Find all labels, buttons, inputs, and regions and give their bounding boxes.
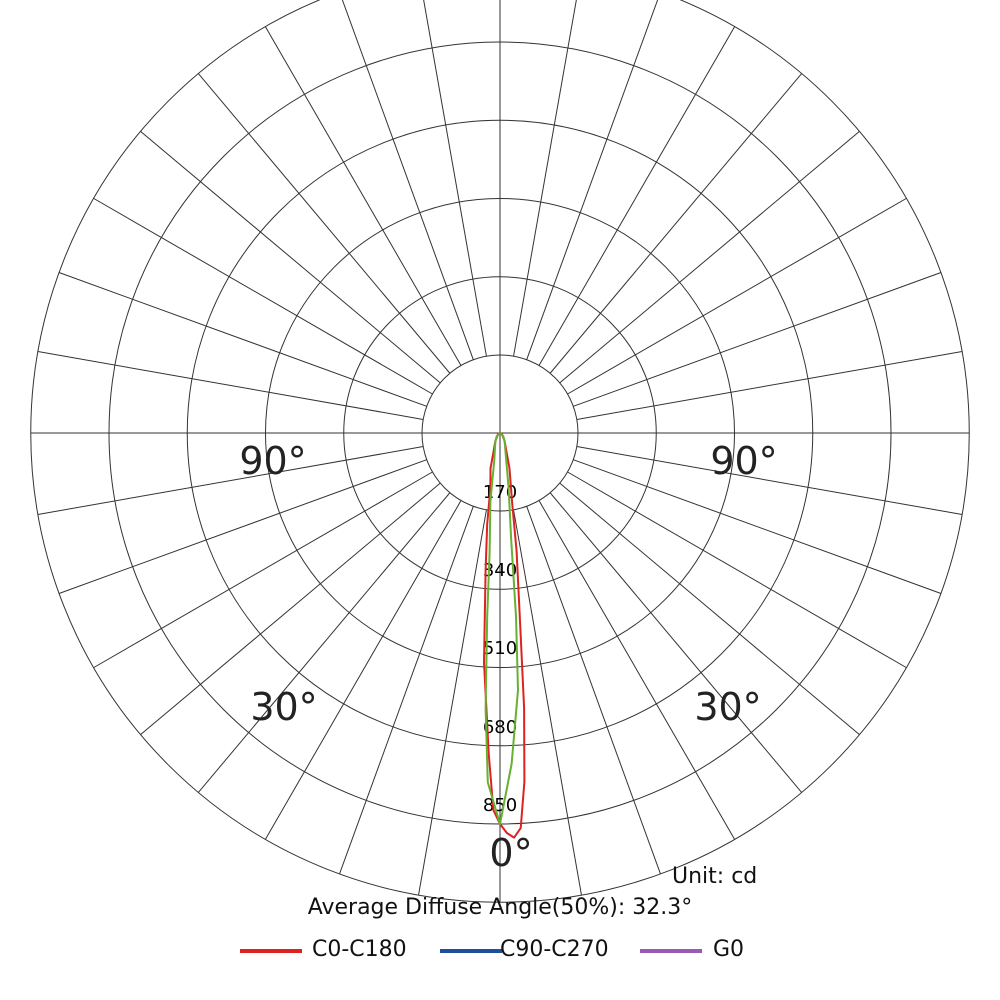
grid-spoke-340 (339, 506, 474, 875)
grid-spoke-140 (549, 73, 803, 374)
grid-spoke-130 (559, 130, 860, 384)
grid-spoke-220 (197, 73, 451, 374)
grid-spoke-160 (526, 0, 659, 360)
grid-spoke-40 (549, 492, 803, 793)
grid-spoke-110 (573, 272, 942, 407)
unit-label: Unit: cd (672, 864, 758, 889)
grid-spoke-100 (576, 351, 963, 420)
angle-label-90-right: 90° (710, 439, 777, 483)
grid-spoke-260 (37, 351, 424, 420)
angle-labels: 0° 30° 30° 90° 90° (239, 439, 777, 875)
grid-spoke-300 (93, 471, 433, 669)
series-curve-c0-c180 (483, 432, 526, 839)
legend-label-g0: G0 (713, 937, 745, 962)
grid-spoke-150 (538, 26, 736, 366)
grid-spoke-250 (58, 272, 427, 407)
grid-spoke-290 (58, 459, 427, 594)
grid-spoke-60 (567, 471, 907, 669)
grid-spoke-230 (140, 130, 441, 384)
average-diffuse-angle-label: Average Diffuse Angle(50%): 32.3° (307, 895, 693, 920)
grid-spoke-30 (538, 500, 736, 840)
legend-swatch-c0-c180 (240, 949, 302, 953)
grid-spoke-280 (37, 446, 424, 515)
grid-spoke-80 (576, 446, 963, 515)
legend: C0-C180 C90-C270 G0 (0, 936, 1000, 966)
intensity-curves (483, 432, 526, 839)
legend-swatch-c90-c270 (440, 949, 502, 953)
legend-label-c90-c270: C90-C270 (500, 937, 609, 962)
ring-label-850: 850 (483, 795, 517, 816)
grid-spoke-20 (526, 506, 661, 875)
legend-label-c0-c180: C0-C180 (312, 937, 407, 962)
ring-label-340: 340 (483, 560, 517, 581)
grid-spoke-70 (573, 459, 942, 594)
grid-spoke-330 (264, 500, 462, 840)
grid-spoke-210 (264, 26, 462, 366)
grid-spoke-190 (423, 0, 487, 357)
polar-grid (30, 0, 970, 903)
grid-spoke-200 (341, 0, 474, 360)
grid-spoke-310 (140, 482, 441, 736)
angle-label-0: 0° (489, 831, 532, 875)
ring-label-680: 680 (483, 717, 517, 738)
angle-label-90-left: 90° (239, 439, 306, 483)
ring-label-510: 510 (483, 638, 517, 659)
grid-spoke-50 (559, 482, 860, 736)
grid-spoke-10 (513, 509, 582, 896)
grid-spoke-240 (93, 197, 433, 395)
grid-spoke-170 (513, 0, 577, 357)
angle-label-30-left: 30° (250, 685, 317, 729)
angle-label-30-right: 30° (694, 685, 761, 729)
grid-spoke-320 (197, 492, 451, 793)
series-curve-unlabeled-3 (484, 432, 519, 825)
grid-spoke-120 (567, 197, 907, 395)
legend-swatch-g0 (640, 949, 702, 953)
grid-spoke-350 (418, 509, 487, 896)
